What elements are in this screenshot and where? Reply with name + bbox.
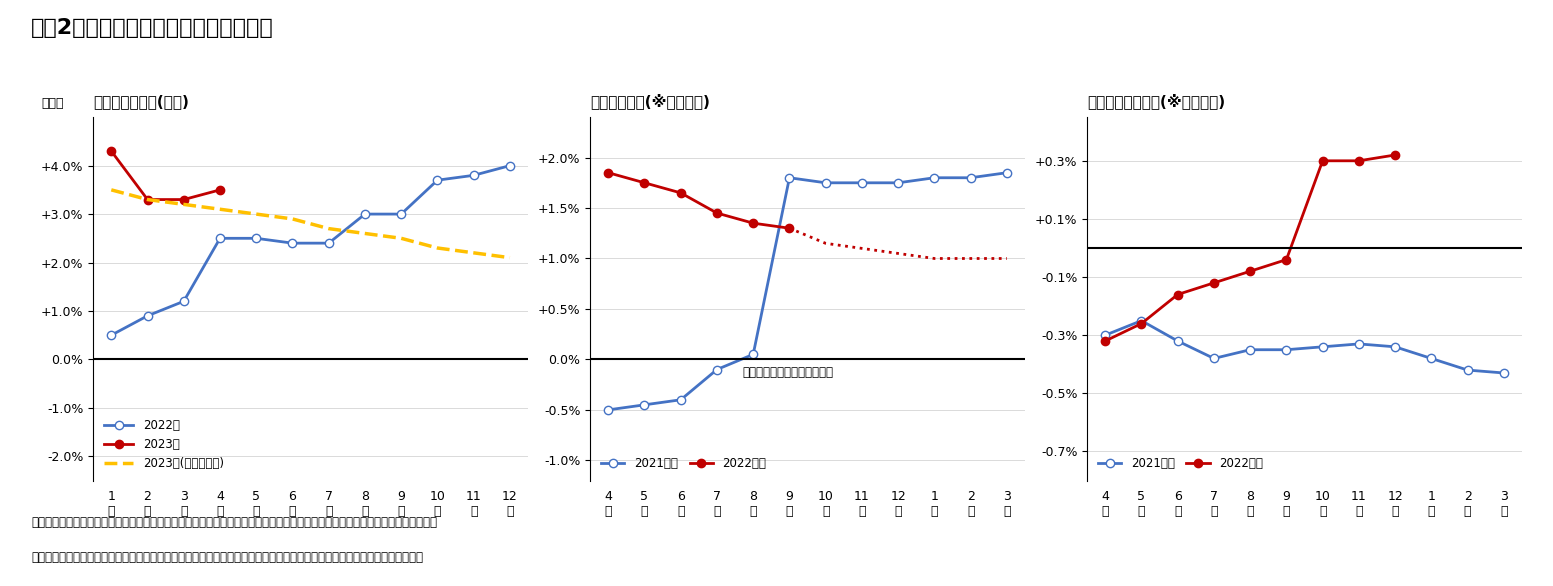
Legend: 2021年度, 2022年度: 2021年度, 2022年度 — [1093, 452, 1269, 475]
Text: 標準報酬月額(※共済以外): 標準報酬月額(※共済以外) — [590, 93, 710, 109]
Legend: 2021年度, 2022年度: 2021年度, 2022年度 — [596, 452, 772, 475]
Text: （資料）　総務省統計局「消費者物価指数」、厚生労働省年金局「厚生年金保険・国民年金事業状況（事業月報）」（各月）: （資料） 総務省統計局「消費者物価指数」、厚生労働省年金局「厚生年金保険・国民年… — [31, 551, 422, 564]
Text: 公的年金加入者数(※共済以外): 公的年金加入者数(※共済以外) — [1087, 93, 1225, 109]
Text: 消費者物価指数(総合): 消費者物価指数(総合) — [93, 94, 189, 109]
Legend: 2022年, 2023年, 2023年(弊社見通し): 2022年, 2023年, 2023年(弊社見通し) — [99, 414, 228, 475]
Text: （点線は短時間労働者除き）: （点線は短時間労働者除き） — [742, 366, 834, 379]
Text: 前年比: 前年比 — [40, 97, 64, 110]
Text: 図表2　年金額改定に関係する経済動向: 図表2 年金額改定に関係する経済動向 — [31, 18, 273, 38]
Text: （注１）　年金額の改定には共済年金の標準報酬や加入者数も影響するが、月次の状況を把握できないため共済以外を参照した。: （注１） 年金額の改定には共済年金の標準報酬や加入者数も影響するが、月次の状況を… — [31, 516, 436, 529]
